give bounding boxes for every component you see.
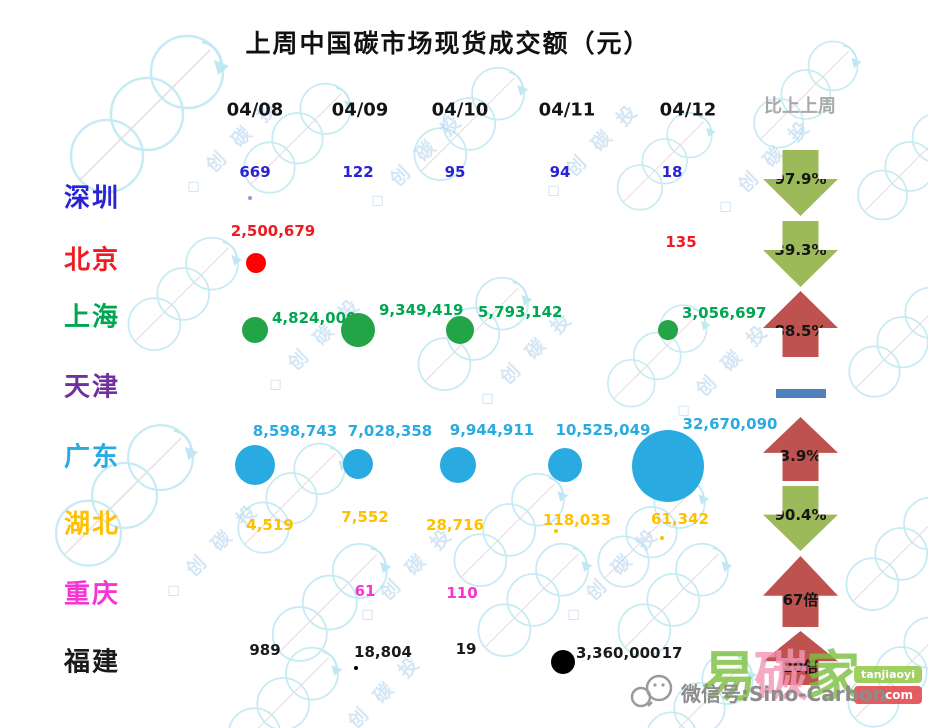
data-value-label: 110 [446, 584, 478, 602]
recycle-circles-watermark-icon [852, 108, 928, 226]
data-value-label: 17 [661, 644, 683, 662]
data-value-label: 28,716 [426, 516, 484, 534]
data-value-label: 94 [549, 163, 571, 181]
chart-title: 上周中国碳市场现货成交额（元） [245, 29, 651, 58]
row-label-market: 福建 [64, 647, 121, 678]
wechat-icon [630, 674, 673, 708]
data-value-label: 118,033 [542, 511, 612, 529]
change-percent-label: 67倍 [782, 591, 819, 610]
data-bubble [551, 650, 575, 674]
recycle-circles-watermark-icon [408, 62, 530, 187]
data-value-label: 3,056,697 [682, 304, 767, 322]
data-value-label: 9,349,419 [379, 301, 464, 319]
data-bubble [548, 448, 582, 482]
column-header: 04/08 [226, 99, 284, 121]
watermark-brand-text: ◇ 创 碳 投 [559, 522, 665, 628]
data-dot-small [554, 529, 558, 533]
data-bubble [343, 449, 373, 479]
data-bubble [446, 316, 474, 344]
watermark-brand-text: ◇ 创 碳 投 [669, 318, 775, 424]
recycle-circles-watermark-icon [612, 108, 717, 216]
row-label-market: 北京 [64, 245, 121, 276]
row-label-market: 深圳 [64, 183, 121, 214]
data-value-label: 8,598,743 [252, 422, 338, 440]
column-header: 04/09 [331, 99, 389, 121]
row-label-market: 上海 [64, 302, 121, 333]
data-value-label: 5,793,142 [478, 303, 563, 321]
brand-character: 碳 [754, 645, 808, 708]
data-value-label: 2,500,679 [230, 222, 316, 240]
change-arrow-up: 88.5% [763, 291, 838, 357]
data-value-label: 10,525,049 [555, 421, 651, 439]
data-value-label: 4,519 [246, 516, 294, 534]
data-value-label: 122 [342, 163, 374, 181]
data-value-label: 61,342 [651, 510, 709, 528]
data-value-label: 4,824,000 [272, 309, 357, 327]
row-label-market: 天津 [64, 372, 121, 403]
column-header: 04/10 [431, 99, 489, 121]
watermark-brand-text: ◇ 创 碳 投 [353, 522, 459, 628]
watermark-brand-text: ◇ 创 碳 投 [363, 108, 469, 214]
data-bubble [632, 430, 704, 502]
recycle-circles-watermark-icon [222, 642, 344, 728]
recycle-circles-watermark-icon [62, 28, 232, 202]
change-percent-label: 20倍 [782, 658, 819, 677]
change-percent-label: 88.5% [774, 322, 827, 341]
column-header: 04/12 [659, 99, 717, 121]
data-bubble [242, 317, 268, 343]
data-value-label: 18,804 [354, 643, 412, 661]
column-header: 04/11 [538, 99, 596, 121]
data-value-label: 3,360,000 [576, 644, 661, 662]
data-dot-small [248, 196, 252, 200]
change-arrow-up: 67倍 [763, 556, 838, 627]
data-value-label: 135 [665, 233, 697, 251]
recycle-circles-watermark-icon [840, 492, 928, 617]
recycle-circles-watermark-icon [843, 282, 928, 404]
change-arrow-down: 39.3% [763, 221, 838, 287]
data-dot-small [354, 666, 358, 670]
data-value-label: 18 [661, 163, 683, 181]
change-column-header: 比上上周 [764, 96, 836, 117]
change-percent-label: 97.9% [774, 169, 827, 188]
change-percent-label: 3.9% [779, 447, 822, 466]
data-bubble [440, 447, 476, 483]
data-bubble [246, 253, 266, 273]
data-value-label: 19 [455, 640, 477, 658]
data-bubble [341, 313, 375, 347]
data-value-label: 989 [249, 641, 281, 659]
data-dot-small [660, 536, 664, 540]
data-value-label: 61 [354, 582, 376, 600]
recycle-circles-watermark-icon [238, 78, 357, 200]
data-value-label: 95 [444, 163, 466, 181]
data-value-label: 669 [239, 163, 271, 181]
row-label-market: 广东 [64, 442, 121, 473]
data-value-label: 9,944,911 [449, 421, 535, 439]
change-arrow-down: 90.4% [763, 486, 838, 551]
change-percent-label: 39.3% [774, 240, 827, 259]
no-change-dash [776, 389, 826, 398]
recycle-circles-watermark-icon [122, 232, 244, 357]
change-arrow-down: 97.9% [763, 150, 838, 216]
data-value-label: 7,552 [341, 508, 389, 526]
data-value-label: 7,028,358 [347, 422, 433, 440]
watermark-brand-text: ◇ 创 碳 投 [159, 498, 265, 604]
row-label-market: 重庆 [64, 579, 121, 610]
data-value-label: 32,670,090 [682, 415, 778, 433]
wechat-id-label: 微信号:Sino-Carbon [681, 682, 887, 706]
row-label-market: 湖北 [64, 509, 121, 540]
data-bubble [235, 445, 275, 485]
change-percent-label: 90.4% [774, 505, 827, 524]
data-bubble [658, 320, 678, 340]
